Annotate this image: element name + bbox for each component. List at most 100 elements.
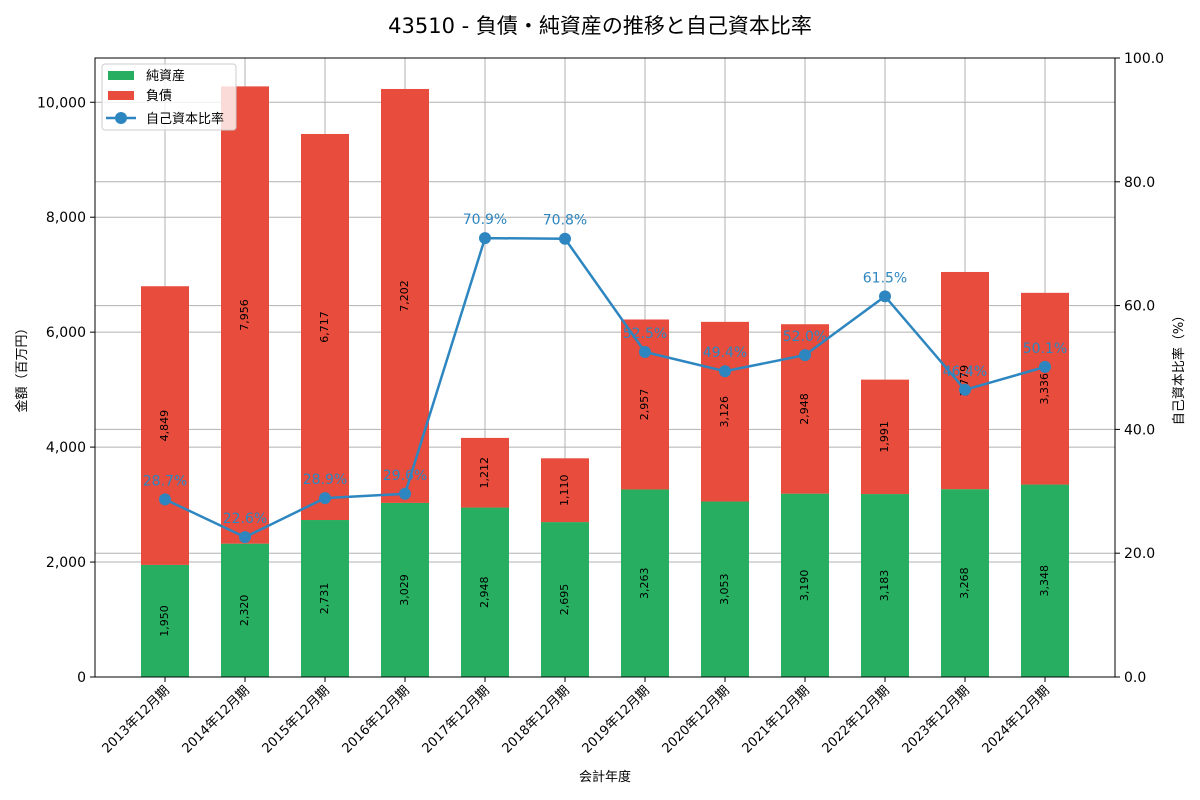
- bar-liabilities: [221, 86, 269, 544]
- y-tick-label: 4,000: [46, 440, 86, 456]
- bar-net-assets: [461, 507, 509, 677]
- bar-label-liabilities: 2,948: [798, 393, 811, 425]
- equity-ratio-label: 49.4%: [703, 345, 747, 361]
- bar-label-net-assets: 2,948: [478, 577, 491, 609]
- equity-ratio-marker: [799, 349, 811, 362]
- equity-ratio-label: 28.9%: [303, 472, 347, 488]
- legend-label-equity-ratio: 自己資本比率: [146, 111, 224, 127]
- equity-ratio-label: 29.6%: [383, 468, 427, 484]
- bar-liabilities: [381, 88, 429, 503]
- bar-net-assets: [621, 489, 669, 677]
- equity-ratio-marker: [1039, 360, 1051, 373]
- equity-ratio-marker: [959, 383, 971, 396]
- y-tick-label: 6,000: [46, 325, 86, 341]
- equity-ratio-label: 70.9%: [463, 212, 507, 228]
- x-tick-label: 2023年12月期: [900, 683, 973, 756]
- equity-ratio-label: 52.0%: [783, 329, 827, 345]
- bar-label-liabilities: 4,849: [158, 410, 171, 442]
- bar-label-net-assets: 3,183: [878, 570, 891, 602]
- x-tick-label: 2020年12月期: [660, 683, 733, 756]
- y2-tick-label: 40.0: [1124, 422, 1155, 438]
- x-tick-label: 2015年12月期: [260, 683, 333, 756]
- y-tick-label: 8,000: [46, 210, 86, 226]
- bar-label-net-assets: 3,348: [1038, 565, 1051, 597]
- equity-ratio-label: 22.6%: [223, 511, 267, 527]
- legend-box: [101, 63, 237, 131]
- bar-label-liabilities: 1,212: [478, 457, 491, 489]
- legend-swatch-liabilities: [108, 91, 134, 100]
- y-axis-label: 金額（百万円）: [14, 321, 30, 412]
- equity-ratio-marker: [719, 365, 731, 378]
- equity-ratio-marker: [559, 232, 571, 245]
- bar-label-net-assets: 2,695: [558, 584, 571, 616]
- x-tick-label: 2017年12月期: [420, 683, 493, 756]
- y-tick-label: 0: [77, 670, 86, 686]
- bar-net-assets: [301, 520, 349, 677]
- y2-tick-label: 60.0: [1124, 299, 1155, 315]
- equity-ratio-label: 46.4%: [943, 364, 987, 380]
- equity-ratio-marker: [639, 346, 651, 359]
- equity-ratio-label: 28.7%: [143, 473, 187, 489]
- x-tick-label: 2019年12月期: [580, 683, 653, 756]
- bar-net-assets: [381, 502, 429, 677]
- bar-label-liabilities: 7,956: [238, 299, 251, 331]
- equity-ratio-marker: [399, 487, 411, 500]
- bar-net-assets: [541, 522, 589, 677]
- equity-ratio-line: [164, 236, 1046, 539]
- x-tick-label: 2018年12月期: [500, 683, 573, 756]
- y2-tick-label: 0.0: [1124, 670, 1146, 686]
- bar-label-net-assets: 3,053: [718, 574, 731, 606]
- y-tick-label: 2,000: [46, 555, 86, 571]
- x-tick-label: 2024年12月期: [980, 683, 1053, 756]
- equity-ratio-marker: [479, 232, 491, 245]
- legend-label-liabilities: 負債: [146, 89, 172, 104]
- bar-label-liabilities: 6,717: [318, 311, 331, 343]
- bar-label-net-assets: 1,950: [158, 605, 171, 637]
- x-tick-label: 2014年12月期: [180, 683, 253, 756]
- equity-ratio-label: 61.5%: [863, 270, 907, 286]
- equity-ratio-label: 52.5%: [623, 326, 667, 342]
- bar-net-assets: [941, 489, 989, 677]
- bar-liabilities: [301, 133, 349, 521]
- bar-net-assets: [701, 501, 749, 677]
- bar-liabilities: [461, 437, 509, 508]
- bar-net-assets: [861, 494, 909, 677]
- bar-label-liabilities: 7,202: [398, 280, 411, 312]
- bar-label-net-assets: 3,029: [398, 574, 411, 606]
- bar-label-net-assets: 2,731: [318, 583, 331, 615]
- y2-tick-label: 20.0: [1124, 546, 1155, 562]
- x-tick-label: 2016年12月期: [340, 683, 413, 756]
- bar-label-liabilities: 3,336: [1038, 373, 1051, 405]
- equity-ratio-marker: [239, 531, 251, 544]
- bar-label-net-assets: 3,268: [958, 567, 971, 599]
- bar-label-net-assets: 3,263: [638, 567, 651, 599]
- x-tick-label: 2021年12月期: [740, 683, 813, 756]
- bar-net-assets: [141, 564, 189, 677]
- bar-liabilities: [141, 286, 189, 565]
- equity-ratio-label: 50.1%: [1023, 341, 1067, 357]
- chart-title: 43510 - 負債・純資産の推移と自己資本比率: [388, 14, 812, 38]
- equity-ratio-marker: [879, 290, 891, 303]
- equity-ratio-label: 70.8%: [543, 213, 587, 229]
- bar-liabilities: [1021, 292, 1069, 485]
- bar-liabilities: [861, 379, 909, 495]
- axes-frame: [94, 57, 1116, 678]
- x-tick-label: 2013年12月期: [100, 683, 173, 756]
- bar-net-assets: [221, 543, 269, 677]
- bar-net-assets: [781, 493, 829, 677]
- bar-label-net-assets: 2,320: [238, 595, 251, 627]
- legend-label-net-assets: 純資産: [146, 68, 185, 84]
- bar-label-liabilities: 1,991: [878, 421, 891, 453]
- bar-liabilities: [701, 321, 749, 502]
- bar-label-liabilities: 1,110: [558, 474, 571, 506]
- legend-marker-equity-ratio: [115, 112, 127, 124]
- bar-liabilities: [941, 271, 989, 490]
- bar-liabilities: [541, 458, 589, 523]
- equity-ratio-marker: [319, 492, 331, 505]
- x-axis-label: 会計年度: [579, 769, 631, 785]
- y2-tick-label: 80.0: [1124, 175, 1155, 191]
- bar-label-liabilities: 2,957: [638, 389, 651, 421]
- x-tick-label: 2022年12月期: [820, 683, 893, 756]
